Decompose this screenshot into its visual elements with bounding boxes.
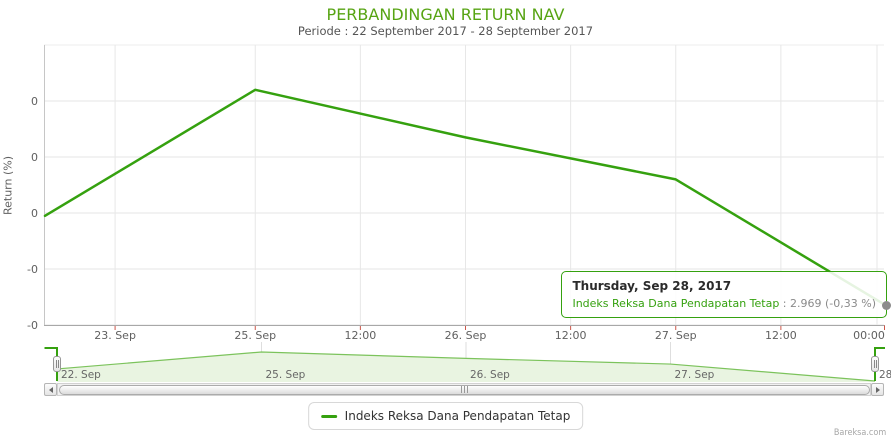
tooltip-series-name: Indeks Reksa Dana Pendapatan Tetap (572, 297, 780, 310)
navigator-tick-label: 28. (879, 369, 891, 381)
tooltip-series-row: Indeks Reksa Dana Pendapatan Tetap : 2.9… (572, 297, 876, 310)
scrollbar-thumb[interactable] (58, 384, 870, 395)
navigator-tick-label: 22. Sep (61, 369, 101, 381)
legend-line-swatch (320, 414, 337, 418)
scrollbar[interactable] (44, 383, 884, 396)
scrollbar-right-button[interactable] (871, 383, 884, 396)
chart-subtitle: Periode : 22 September 2017 - 28 Septemb… (297, 24, 594, 38)
series-end-marker[interactable] (881, 300, 891, 310)
x-axis-tick-label: 12:00 (765, 329, 797, 342)
y-axis-tick-label: 0 (31, 206, 38, 220)
tooltip-date: Thursday, Sep 28, 2017 (572, 279, 732, 293)
x-axis-tick-label: 12:00 (554, 329, 587, 342)
scrollbar-track[interactable] (57, 383, 871, 396)
tooltip-value: 2.969 (-0,33 %) (790, 297, 876, 310)
x-axis-tick-label: 26. Sep (444, 329, 487, 342)
scrollbar-grip-icon (460, 386, 468, 393)
scrollbar-left-button[interactable] (44, 383, 57, 396)
legend[interactable]: Indeks Reksa Dana Pendapatan Tetap (307, 402, 584, 430)
watermark: Bareksa.com (833, 428, 886, 438)
scroll-left-arrow-icon (48, 386, 53, 393)
navigator-tick-label: 27. Sep (674, 369, 715, 381)
navigator-line (56, 351, 876, 382)
navigator-handle-right[interactable] (871, 356, 879, 372)
navigator-tick-label: 25. Sep (265, 369, 306, 381)
x-axis-tick-label: 12:00 (344, 329, 377, 342)
tooltip: Thursday, Sep 28, 2017 Indeks Reksa Dana… (561, 271, 887, 318)
tooltip-separator: : (779, 297, 791, 310)
y-axis-tick-label: 0 (31, 150, 38, 164)
series-line (43, 88, 888, 307)
x-axis-tick-label: 25. Sep (234, 329, 277, 342)
x-axis-tick-label: 00:00 (853, 329, 885, 342)
y-axis-tick-label: -0 (27, 262, 38, 276)
x-axis-tick-label: 27. Sep (654, 329, 697, 342)
navigator-area (57, 352, 875, 382)
navigator-tick-label: 26. Sep (470, 369, 510, 381)
navigator-handle-left[interactable] (53, 356, 61, 372)
x-axis-tick-label: 23. Sep (94, 329, 136, 342)
legend-label: Indeks Reksa Dana Pendapatan Tetap (344, 409, 571, 423)
scroll-right-arrow-icon (875, 386, 880, 393)
y-axis-tick-label: 0 (31, 94, 38, 108)
chart-title: PERBANDINGAN RETURN NAV (326, 5, 565, 24)
y-axis-tick-label: -0 (27, 318, 38, 332)
